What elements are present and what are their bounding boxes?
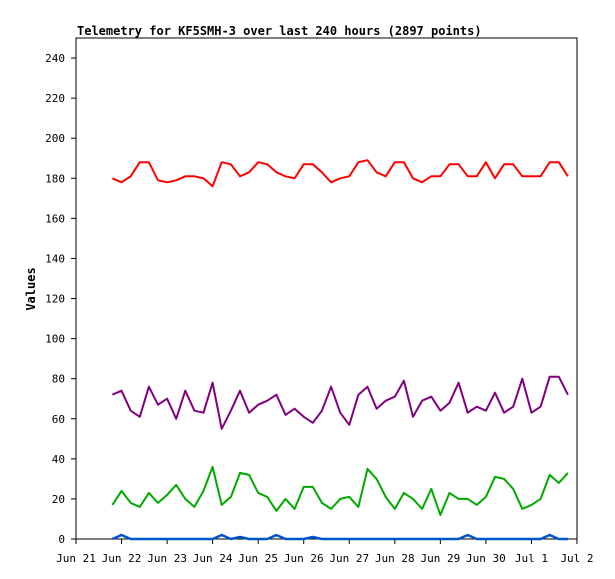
x-tick-label: Jun 21 (56, 552, 96, 565)
x-tick-label: Jun 27 (329, 552, 369, 565)
x-axis: Jun 21 Jun 22 Jun 23 Jun 24 Jun 25 Jun 26 Jun … (56, 539, 594, 565)
y-axis-label: Values (24, 267, 38, 310)
x-tick-label: Jun 29 (420, 552, 460, 565)
series-line-2 (111, 375, 569, 430)
series-line-4 (111, 533, 568, 541)
x-tick-label: Jun 30 (466, 552, 506, 565)
series-line-1 (111, 159, 569, 188)
y-tick-label: 180 (45, 172, 65, 185)
y-tick-label: 80 (52, 373, 65, 386)
y-tick-label: 120 (45, 293, 65, 306)
x-tick-label: Jun 22 (102, 552, 142, 565)
series-lines (111, 159, 569, 541)
x-tick-label: Jul 1 (515, 552, 548, 565)
y-axis: 0 20 40 60 80 100 120 140 160 180 200 220 240 (45, 52, 76, 546)
plot-area (75, 37, 578, 540)
y-tick-label: 100 (45, 333, 65, 346)
y-tick-label: 20 (52, 493, 65, 506)
y-tick-label: 160 (45, 212, 65, 225)
x-tick-label: Jul 2 (560, 552, 593, 565)
x-tick-label: Jun 28 (375, 552, 415, 565)
x-tick-label: Jun 25 (238, 552, 278, 565)
y-tick-label: 200 (45, 132, 65, 145)
y-tick-label: 40 (52, 453, 65, 466)
chart-title: Telemetry for KF5SMH-3 over last 240 hou… (77, 24, 482, 38)
y-tick-label: 220 (45, 92, 65, 105)
x-tick-label: Jun 23 (147, 552, 187, 565)
x-tick-label: Jun 24 (193, 552, 233, 565)
series-line-3 (111, 465, 569, 516)
x-tick-label: Jun 26 (284, 552, 324, 565)
y-tick-label: 0 (58, 533, 65, 546)
y-tick-label: 240 (45, 52, 65, 65)
y-tick-label: 60 (52, 413, 65, 426)
y-tick-label: 140 (45, 252, 65, 265)
